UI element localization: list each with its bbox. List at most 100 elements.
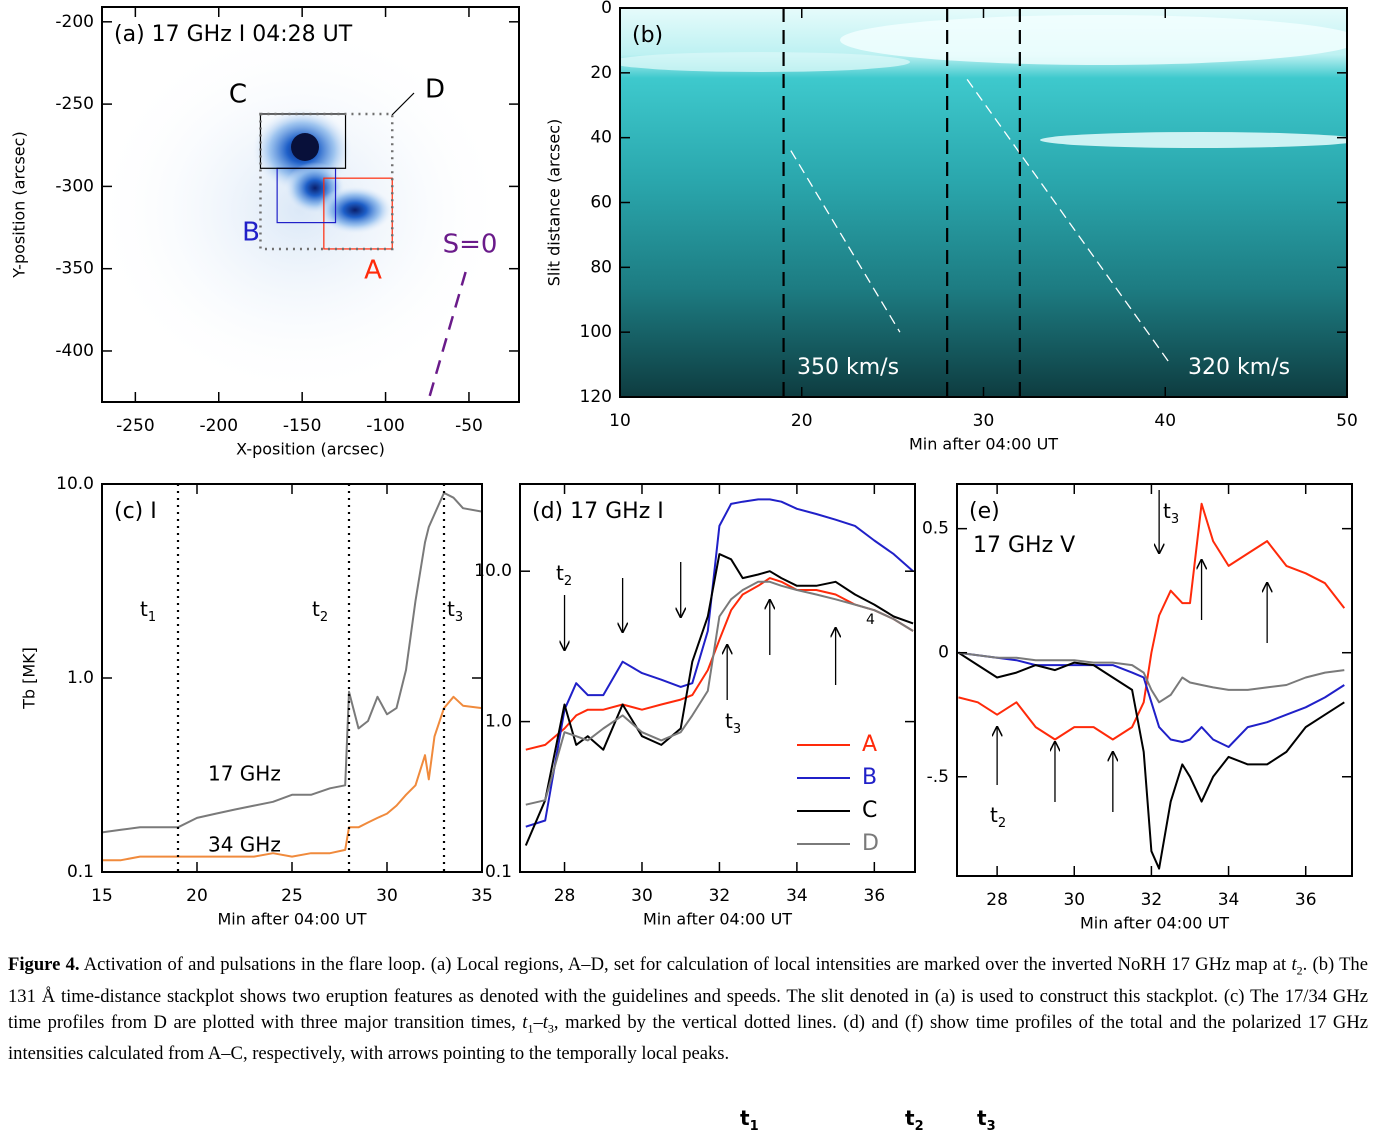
- y-tick-label: 0: [601, 0, 612, 18]
- label-main: t: [740, 1106, 750, 1130]
- map-image: [90, 20, 510, 400]
- legend-label: C: [862, 798, 877, 823]
- y-tick-label: 0.1: [67, 862, 94, 882]
- x-tick-label: 35: [471, 886, 493, 906]
- x-tick-label: -200: [199, 416, 238, 436]
- y-tick-label: 40: [590, 128, 612, 148]
- x-axis-label: X-position (arcsec): [236, 440, 385, 459]
- x-tick-label: 28: [986, 890, 1008, 910]
- x-tick-label: 28: [554, 886, 576, 906]
- guideline: [966, 78, 1172, 365]
- x-tick-label: 25: [281, 886, 303, 906]
- series-line: [958, 651, 1345, 704]
- y-tick-label: 60: [590, 193, 612, 213]
- stackplot-streak: [620, 52, 910, 72]
- y-tick-label: 0.1: [485, 862, 512, 882]
- label-sub: 2: [998, 816, 1006, 831]
- region-label: B: [242, 218, 260, 248]
- plot-frame: [101, 6, 520, 403]
- plot-frame: [519, 483, 916, 873]
- y-tick-label: 120: [580, 387, 612, 407]
- time-label: t2: [990, 803, 1006, 831]
- x-tick-label: 40: [1154, 411, 1176, 431]
- legend-label: A: [862, 732, 877, 757]
- map-core: [291, 133, 319, 161]
- x-tick-label: 32: [709, 886, 731, 906]
- caption-text: Activation of and pulsations in the flar…: [79, 954, 1292, 975]
- y-tick-label: -400: [55, 341, 94, 361]
- series-line: [102, 491, 482, 834]
- y-tick-label: 1.0: [485, 712, 512, 732]
- x-axis-label: Min after 04:00 UT: [1080, 914, 1229, 933]
- guideline: [790, 150, 901, 333]
- x-tick-label: -250: [116, 416, 155, 436]
- label-main: t: [447, 597, 455, 621]
- time-label: t3: [1163, 499, 1179, 527]
- region-label: A: [364, 256, 382, 286]
- caption-text: . (b) The 131 Å time-distance stackplot …: [8, 954, 1368, 1033]
- x-tick-label: 10: [609, 411, 631, 431]
- series-label: 17 GHz: [208, 762, 281, 786]
- x-axis-label: Min after 04:00 UT: [909, 435, 1058, 454]
- y-tick-label: -250: [55, 94, 94, 114]
- panel-title: (a) 17 GHz I 04:28 UT: [114, 22, 353, 47]
- y-axis-label: Slit distance (arcsec): [545, 119, 564, 287]
- caption-symbol: t: [1291, 954, 1297, 975]
- series-line: [524, 553, 914, 846]
- x-tick-label: 36: [864, 886, 886, 906]
- caption-subscript: 3: [547, 1021, 554, 1036]
- series-line: [525, 577, 914, 751]
- panel-title: (e): [969, 499, 1000, 524]
- caption-subscript: 1: [527, 1021, 534, 1036]
- y-tick-label: 10.0: [474, 561, 512, 581]
- y-tick-label: -.5: [927, 767, 949, 787]
- panel-title: (b): [632, 23, 663, 48]
- slit-label: S=0: [443, 230, 498, 260]
- x-tick-label: 30: [376, 886, 398, 906]
- x-tick-label: 34: [1218, 890, 1240, 910]
- series-line: [525, 498, 914, 828]
- y-tick-label: 20: [590, 63, 612, 83]
- caption-symbol: t: [522, 1011, 528, 1033]
- stackplot-streak: [840, 15, 1347, 65]
- label-sub: 2: [564, 574, 572, 589]
- x-tick-label: 30: [631, 886, 653, 906]
- footer-mark: t2: [905, 1106, 924, 1134]
- label-main: t: [140, 597, 148, 621]
- y-tick-label: 1.0: [67, 668, 94, 688]
- y-axis-label: Tb [MK]: [20, 647, 39, 710]
- map-source: [317, 186, 393, 234]
- series-line: [957, 651, 1345, 870]
- plot-frame: [956, 483, 1353, 877]
- caption-text: , marked by the vertical dotted lines. (…: [8, 1011, 1368, 1065]
- series-line: [958, 651, 1345, 748]
- label-main: t: [725, 709, 733, 733]
- y-tick-label: 80: [590, 257, 612, 277]
- y-tick-label: 0.5: [922, 519, 949, 539]
- series-line: [958, 502, 1346, 741]
- label-main: t: [977, 1106, 987, 1130]
- label-sub: 2: [914, 1119, 924, 1134]
- series-label: 34 GHz: [208, 833, 281, 857]
- label-main: t: [1163, 499, 1171, 523]
- time-label: t2: [556, 561, 572, 589]
- leader-line: [391, 92, 415, 116]
- label-sub: 3: [455, 610, 463, 625]
- region-label: C: [229, 80, 247, 110]
- series-line: [525, 580, 914, 806]
- series-line: [102, 695, 482, 862]
- label-sub: 3: [986, 1119, 996, 1134]
- label-main: t: [556, 561, 564, 585]
- label-sub: 3: [733, 722, 741, 737]
- label-main: t: [905, 1106, 915, 1130]
- label-sub: 2: [320, 610, 328, 625]
- x-tick-label: 30: [973, 411, 995, 431]
- y-tick-label: -200: [55, 12, 94, 32]
- x-tick-label: 34: [786, 886, 808, 906]
- x-tick-label: 20: [791, 411, 813, 431]
- x-tick-label: -100: [366, 416, 405, 436]
- x-tick-label: 50: [1336, 411, 1358, 431]
- legend-label: B: [862, 765, 877, 790]
- label-sub: 1: [148, 610, 156, 625]
